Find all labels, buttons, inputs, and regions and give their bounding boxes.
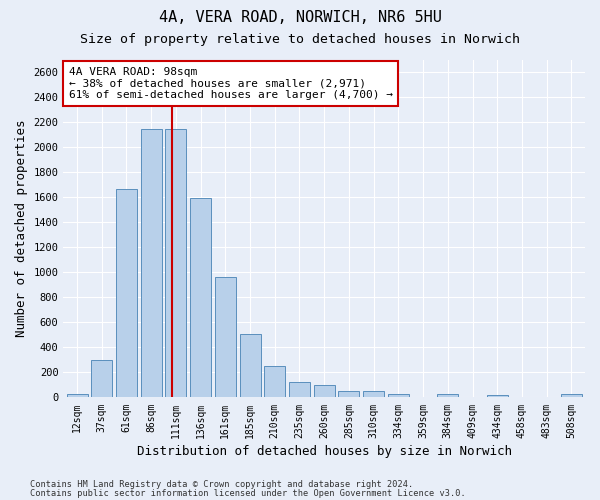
Bar [561, 394, 582, 398]
Bar [487, 395, 508, 398]
Bar [437, 394, 458, 398]
Bar [116, 188, 137, 398]
Text: Size of property relative to detached houses in Norwich: Size of property relative to detached ho… [80, 32, 520, 46]
Bar [314, 385, 335, 398]
Bar [264, 366, 285, 398]
Y-axis label: Number of detached properties: Number of detached properties [15, 120, 28, 338]
Bar [388, 394, 409, 398]
Text: 4A VERA ROAD: 98sqm
← 38% of detached houses are smaller (2,971)
61% of semi-det: 4A VERA ROAD: 98sqm ← 38% of detached ho… [68, 66, 392, 100]
Bar [91, 360, 112, 398]
Bar [289, 382, 310, 398]
Bar [67, 394, 88, 398]
Bar [363, 391, 384, 398]
Bar [239, 334, 260, 398]
Bar [166, 128, 187, 398]
X-axis label: Distribution of detached houses by size in Norwich: Distribution of detached houses by size … [137, 444, 512, 458]
Bar [190, 198, 211, 398]
Bar [338, 391, 359, 398]
Text: Contains HM Land Registry data © Crown copyright and database right 2024.: Contains HM Land Registry data © Crown c… [30, 480, 413, 489]
Text: Contains public sector information licensed under the Open Government Licence v3: Contains public sector information licen… [30, 488, 466, 498]
Bar [140, 128, 161, 398]
Text: 4A, VERA ROAD, NORWICH, NR6 5HU: 4A, VERA ROAD, NORWICH, NR6 5HU [158, 10, 442, 25]
Bar [215, 278, 236, 398]
